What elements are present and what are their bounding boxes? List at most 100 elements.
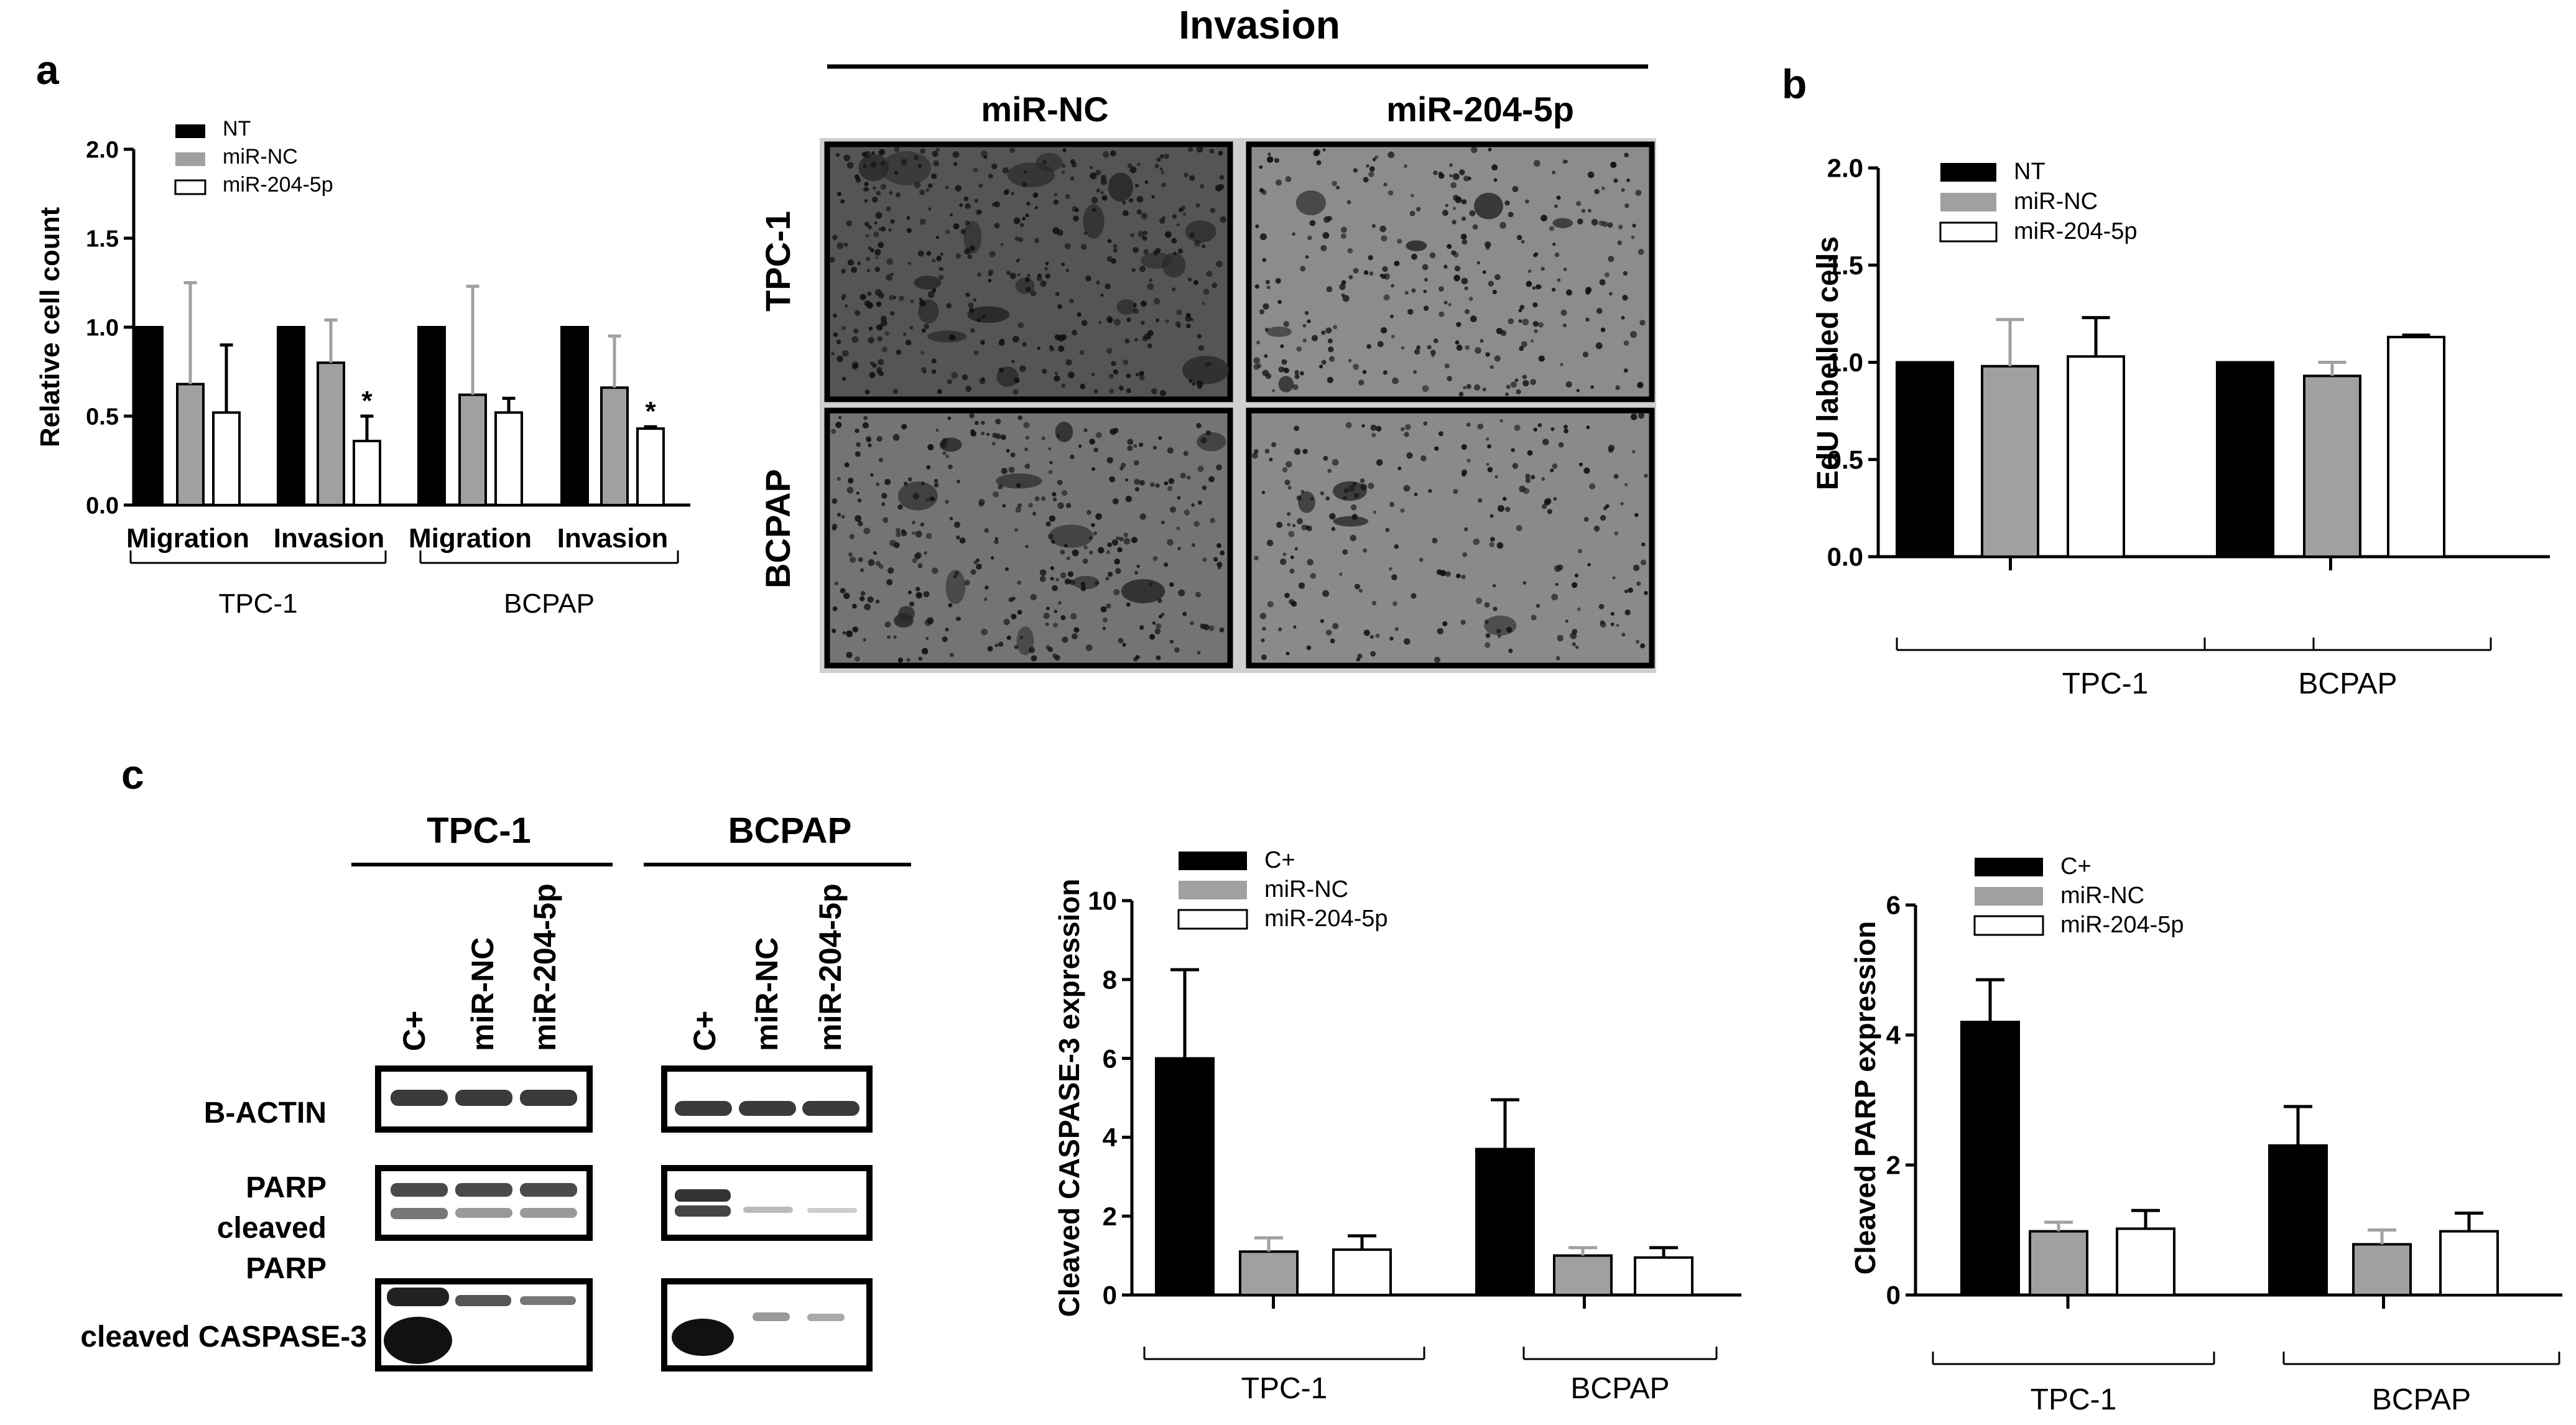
cell-dot xyxy=(1644,591,1648,595)
cell-dot xyxy=(1325,496,1330,501)
cell-dot xyxy=(1072,206,1078,212)
cell-dot xyxy=(1045,521,1051,527)
cell-dot xyxy=(1141,320,1145,325)
cell-dot xyxy=(1187,147,1193,152)
cell-dot xyxy=(1430,350,1436,356)
cell-dot xyxy=(1522,581,1527,585)
cell-dot xyxy=(1034,206,1038,210)
cell-dot xyxy=(1109,388,1114,394)
cell-dot xyxy=(1340,226,1347,233)
cell-dot xyxy=(1213,557,1218,562)
cell-dot xyxy=(866,437,871,443)
cell-dot xyxy=(1532,302,1538,308)
cell-dot xyxy=(948,464,953,470)
cell-dot xyxy=(1024,463,1031,470)
cell-dot xyxy=(1159,389,1166,396)
cell-cluster xyxy=(1295,190,1326,216)
cell-dot xyxy=(1363,548,1368,553)
cell-dot xyxy=(1030,290,1037,297)
cell-dot xyxy=(1014,527,1019,532)
cell-dot xyxy=(947,416,952,420)
cell-dot xyxy=(1205,430,1211,435)
cell-dot xyxy=(1516,389,1521,395)
cell-dot xyxy=(953,223,960,230)
cell-dot xyxy=(1144,180,1149,184)
cell-dot xyxy=(1122,201,1126,205)
cell-dot xyxy=(832,628,836,633)
cell-dot xyxy=(1487,444,1491,449)
cell-dot xyxy=(864,151,871,158)
cell-dot xyxy=(1070,454,1075,460)
cell-dot xyxy=(1519,346,1524,351)
cell-dot xyxy=(1280,344,1284,348)
cell-dot xyxy=(1525,199,1529,204)
cell-dot xyxy=(887,567,894,574)
cell-dot xyxy=(1180,473,1186,479)
panel-letter-a: a xyxy=(36,47,60,93)
cell-dot xyxy=(1119,537,1124,542)
cell-dot xyxy=(984,528,989,533)
cell-dot xyxy=(1553,497,1557,501)
cell-dot xyxy=(920,148,926,154)
cell-dot xyxy=(1453,489,1458,494)
cell-dot xyxy=(1470,315,1477,323)
cell-dot xyxy=(1613,178,1618,183)
cell-dot xyxy=(960,229,966,234)
bar xyxy=(1155,1057,1215,1296)
cell-dot xyxy=(1149,634,1156,640)
cell-dot xyxy=(1156,623,1162,629)
group-label: TPC-1 xyxy=(218,588,297,619)
cell-dot xyxy=(875,599,880,604)
cell-dot xyxy=(857,261,861,266)
x-category-label: Invasion xyxy=(274,523,385,554)
cell-dot xyxy=(1614,531,1619,536)
cell-dot xyxy=(1294,374,1300,379)
cell-dot xyxy=(1011,596,1016,601)
cell-dot xyxy=(1161,170,1165,174)
cell-dot xyxy=(1098,547,1105,554)
cell-dot xyxy=(1111,361,1116,366)
cell-dot xyxy=(1343,488,1349,493)
cell-dot xyxy=(1139,480,1145,486)
cell-dot xyxy=(1164,154,1169,159)
cell-dot xyxy=(906,228,912,233)
cell-dot xyxy=(917,164,922,168)
cell-dot xyxy=(1054,371,1058,375)
cell-dot xyxy=(1628,587,1633,593)
cell-dot xyxy=(965,203,971,210)
cell-dot xyxy=(1044,266,1049,271)
cell-dot xyxy=(927,443,934,451)
cell-dot xyxy=(981,431,985,435)
cell-dot xyxy=(1055,292,1060,297)
cell-dot xyxy=(1401,346,1405,350)
chart-b: 0.0 0.5 1.0 1.5 2.0 EdU labelled cells TPC-1 BC… xyxy=(1812,154,2550,700)
cell-dot xyxy=(1282,552,1287,556)
cell-dot xyxy=(1557,634,1564,642)
cell-dot xyxy=(1620,502,1624,506)
cell-dot xyxy=(1536,603,1541,608)
cell-dot xyxy=(1477,423,1484,430)
blot-tpc1-caspase xyxy=(375,1278,593,1372)
panel-letter-c: c xyxy=(121,751,144,797)
cell-dot xyxy=(915,587,920,592)
cell-dot xyxy=(1032,192,1039,198)
cell-dot xyxy=(1054,334,1061,341)
cell-dot xyxy=(1599,279,1606,285)
cell-dot xyxy=(1533,253,1537,258)
cell-cluster xyxy=(1474,192,1503,220)
cell-dot xyxy=(981,377,985,381)
cell-dot xyxy=(862,422,869,429)
cell-dot xyxy=(1053,199,1059,205)
cell-dot xyxy=(1552,170,1556,175)
cell-dot xyxy=(1521,341,1527,348)
group-label: TPC-1 xyxy=(2062,667,2149,700)
cell-dot xyxy=(1139,442,1144,447)
cell-dot xyxy=(1141,213,1148,220)
cell-dot xyxy=(1083,231,1088,235)
cell-dot xyxy=(892,389,898,394)
cell-dot xyxy=(1562,323,1567,328)
cell-dot xyxy=(1547,509,1553,514)
cell-dot xyxy=(1080,244,1087,250)
cell-dot xyxy=(1289,599,1294,605)
cell-dot xyxy=(1360,483,1368,491)
